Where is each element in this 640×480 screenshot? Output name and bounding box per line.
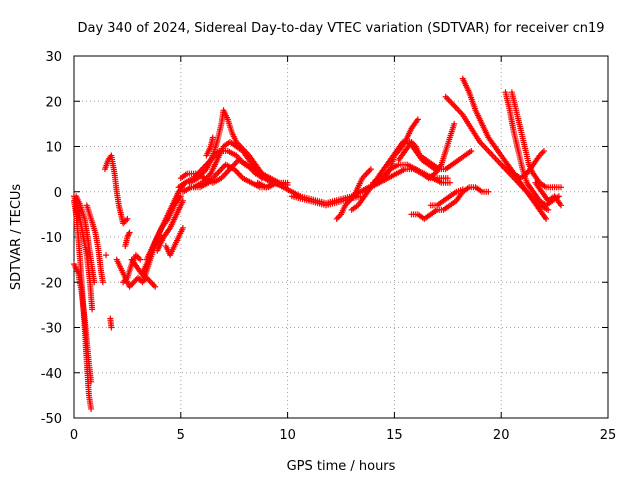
y-tick-label: -40 <box>41 367 62 382</box>
x-tick-label: 15 <box>386 428 403 443</box>
data-point <box>137 256 144 263</box>
data-point <box>468 148 475 155</box>
series-track-05 <box>83 202 106 286</box>
series-track-04 <box>73 193 98 286</box>
data-point <box>108 324 115 331</box>
series-track-30 <box>395 138 475 173</box>
series-track-22 <box>203 134 216 159</box>
data-point <box>179 197 186 204</box>
series-track-37 <box>508 89 565 191</box>
data-point <box>209 134 216 141</box>
x-tick-label: 10 <box>279 428 296 443</box>
data-point <box>558 184 565 191</box>
data-point <box>89 306 96 313</box>
data-point <box>451 120 458 127</box>
data-point <box>88 378 95 385</box>
data-point <box>91 279 98 286</box>
y-tick-label: 20 <box>45 95 62 110</box>
series-track-08 <box>101 152 131 227</box>
y-tick-labels: -50 -40 -30 -20 -10 0 10 20 30 <box>41 50 62 427</box>
data-point <box>284 179 291 186</box>
data-point <box>540 148 547 155</box>
y-tick-label: -30 <box>41 322 62 337</box>
series-track-31 <box>412 120 458 182</box>
tick-layer <box>73 55 609 419</box>
data-point <box>152 283 159 290</box>
data-point <box>543 215 550 222</box>
data-point <box>258 175 265 182</box>
y-tick-label: 0 <box>54 186 62 201</box>
series-track-39 <box>532 179 565 209</box>
series-track-36 <box>502 89 562 209</box>
series-track-06 <box>103 252 110 259</box>
x-tick-label: 25 <box>600 428 617 443</box>
y-tick-label: -50 <box>41 412 62 427</box>
data-point <box>545 206 552 213</box>
chart-title: Day 340 of 2024, Sidereal Day-to-day VTE… <box>77 21 604 36</box>
series-track-15 <box>154 197 186 254</box>
data-point <box>414 116 421 123</box>
series-track-16 <box>162 224 186 259</box>
series-track-09 <box>113 256 159 290</box>
y-tick-label: 30 <box>45 50 62 65</box>
series-track-21 <box>190 138 265 191</box>
series-track-33 <box>427 186 466 209</box>
y-axis-label: SDTVAR / TECUs <box>9 184 24 291</box>
y-tick-label: 10 <box>45 141 62 156</box>
data-point <box>558 202 565 209</box>
x-tick-label: 5 <box>177 428 185 443</box>
series-track-29 <box>380 116 421 182</box>
x-tick-label: 20 <box>493 428 510 443</box>
series-track-25 <box>333 166 374 222</box>
series-track-07 <box>107 315 115 331</box>
data-point <box>367 166 374 173</box>
x-tick-labels: 0 5 10 15 20 25 <box>70 428 616 443</box>
x-axis-label: GPS time / hours <box>287 459 396 474</box>
data-point <box>103 252 110 259</box>
series-track-32 <box>408 184 492 222</box>
data-point <box>99 279 106 286</box>
x-tick-label: 0 <box>70 428 78 443</box>
y-tick-label: -20 <box>41 276 62 291</box>
data-point <box>459 186 466 193</box>
data-point <box>265 175 272 182</box>
data-point <box>124 215 131 222</box>
series-track-38 <box>504 148 547 182</box>
data-point <box>88 405 95 412</box>
data-point <box>179 224 186 231</box>
series-track-11 <box>122 229 133 250</box>
series-track-02 <box>71 261 95 385</box>
data-marks <box>71 75 565 412</box>
data-point <box>446 179 453 186</box>
data-point <box>126 229 133 236</box>
y-tick-label: -10 <box>41 231 62 246</box>
data-point <box>485 188 492 195</box>
